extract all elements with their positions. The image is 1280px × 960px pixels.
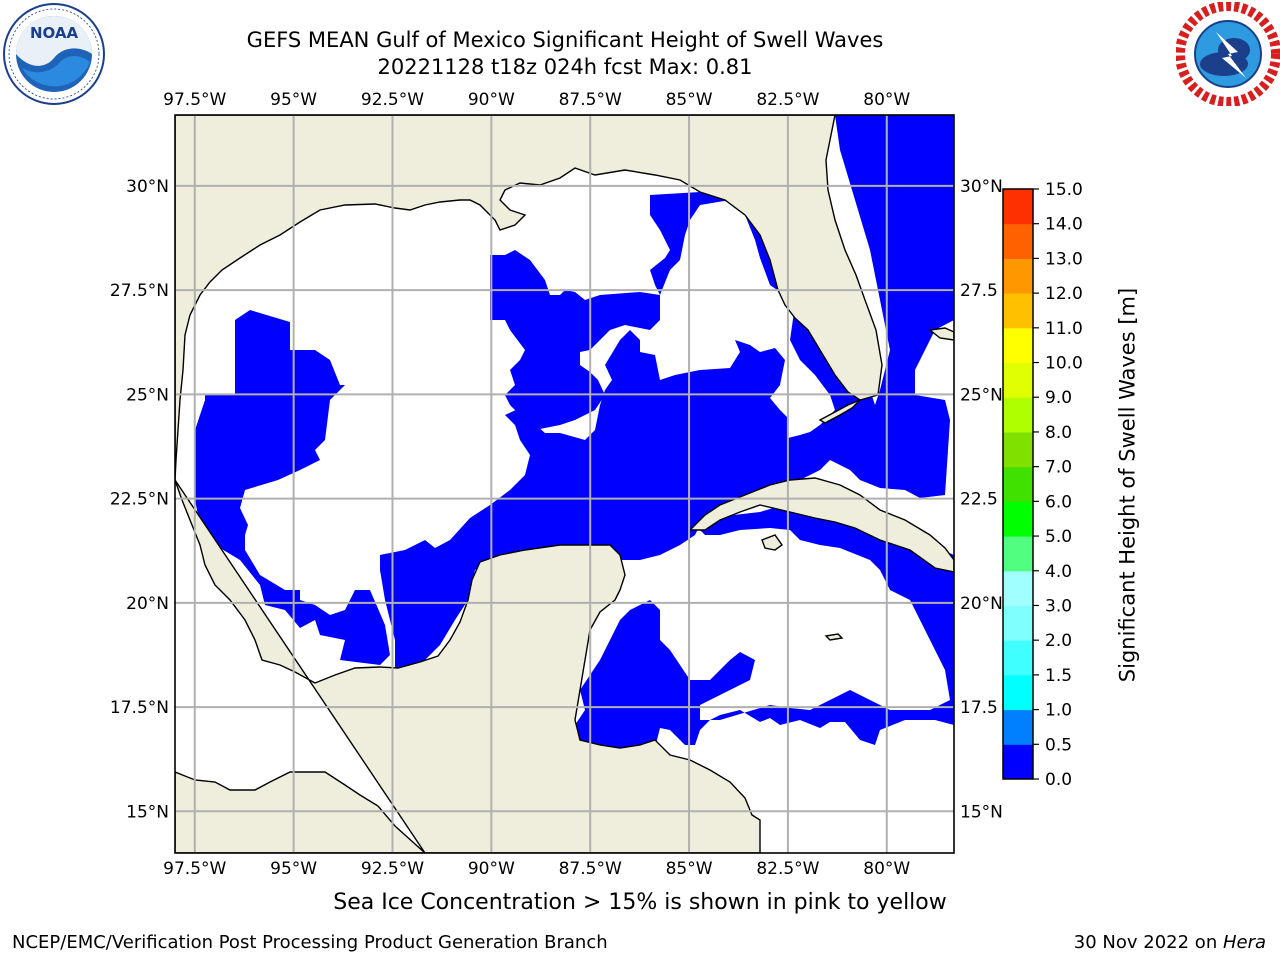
lon-labels-top: 97.5°W 95°W 92.5°W 90°W 87.5°W 85°W 82.5°W 80°W [163,90,910,110]
colorbar-tick-label-11: 4.0 [1045,562,1072,582]
land-mexico-central-america [175,479,761,853]
lon-label-top-7: 80°W [863,90,910,110]
lon-label-top-6: 82.5°W [756,90,819,110]
land-us-gulf-coast [175,115,883,481]
lon-label-bottom-7: 80°W [863,859,910,879]
lat-label-right-4: 20°N [960,594,1003,614]
colorbar-swatch-6 [1003,536,1033,572]
graticule-lines [175,115,954,853]
land-bahamas [928,327,954,341]
lon-label-bottom-4: 87.5°W [559,859,622,879]
lon-label-top-3: 90°W [468,90,515,110]
lat-label-right-2: 25°N [960,385,1003,405]
lon-label-top-1: 95°W [270,90,317,110]
colorbar-tick-label-10: 5.0 [1045,527,1072,547]
noaa-logo-icon: NOAA [3,3,105,105]
lat-label-right-3: 22.5 [960,490,998,510]
footer-date-text: 30 Nov 2022 on [1073,932,1223,953]
lon-label-bottom-6: 82.5°W [756,859,819,879]
colorbar-tick-label-12: 3.0 [1045,596,1072,616]
lon-label-bottom-0: 97.5°W [163,859,226,879]
land-cuba [688,477,954,573]
lat-label-right-5: 17.5 [960,698,998,718]
colorbar-tick-label-17: 0.0 [1045,770,1072,790]
lat-labels-left: 30°N 27.5°N 25°N 22.5°N 20°N 17.5°N 15°N [110,177,169,822]
land-jamaica [824,633,844,641]
colorbar-tick-label-3: 12.0 [1045,284,1083,304]
colorbar-tick-label-13: 2.0 [1045,631,1072,651]
colorbar-tick-label-9: 6.0 [1045,492,1072,512]
colorbar-tick-label-7: 8.0 [1045,423,1072,443]
colorbar-tick-label-0: 15.0 [1045,180,1083,200]
land-isle-of-youth [761,534,783,551]
footer-machine: Hera [1222,932,1266,953]
swell-region-central-gulf [490,250,660,430]
colorbar-swatch-13 [1003,293,1033,329]
lon-label-top-4: 87.5°W [559,90,622,110]
colorbar-swatch-12 [1003,327,1033,364]
swell-region-atlantic [830,115,954,498]
colorbar-tick-label-8: 7.0 [1045,458,1072,478]
colorbar-tick-label-1: 14.0 [1045,215,1083,235]
colorbar-swatch-2 [1003,674,1033,711]
lat-label-right-6: 15°N [960,802,1003,822]
colorbar-tick-label-15: 1.0 [1045,701,1072,721]
colorbar-swatch-10 [1003,397,1033,433]
map-subtitle: 20221128 t18z 024h fcst Max: 0.81 [377,55,753,79]
colorbar-tick-label-16: 0.5 [1045,735,1072,755]
swell-region-western-gulf [195,310,390,665]
colorbar-swatch-5 [1003,570,1033,606]
lon-label-bottom-3: 90°W [468,859,515,879]
colorbar-swatch-16 [1003,189,1033,225]
lat-label-left-3: 22.5°N [110,490,169,510]
colorbar-tick-label-4: 11.0 [1045,319,1083,339]
colorbar-tick-label-2: 13.0 [1045,249,1083,269]
colorbar-label: Significant Height of Swell Waves [m] [1115,287,1140,683]
lat-label-right-1: 27.5 [960,281,998,301]
colorbar-swatch-0 [1003,744,1033,780]
swell-region-caribbean [575,500,954,765]
colorbar-swatch-14 [1003,258,1033,294]
nws-logo-icon [1176,2,1280,106]
colorbar-swatch-1 [1003,709,1033,745]
map-title: GEFS MEAN Gulf of Mexico Significant Hei… [246,28,884,52]
lon-label-bottom-1: 95°W [270,859,317,879]
map-frame [174,114,955,854]
lat-label-left-1: 27.5°N [110,281,169,301]
colorbar-tick-label-14: 1.5 [1045,666,1072,686]
colorbar-swatch-7 [1003,501,1033,537]
colorbar-swatch-4 [1003,605,1033,641]
swell-region-bay-of-campeche [380,192,880,668]
colorbar-swatch-3 [1003,640,1033,676]
colorbar-swatch-8 [1003,466,1033,502]
land-florida-keys [818,399,861,424]
footer-credit: NCEP/EMC/Verification Post Processing Pr… [12,932,608,953]
colorbar-tick-label-6: 9.0 [1045,388,1072,408]
colorbar-swatch-11 [1003,362,1033,398]
noaa-logo-text: NOAA [30,24,79,42]
lat-label-right-0: 30°N [960,177,1003,197]
lat-label-left-4: 20°N [126,594,169,614]
colorbar-swatch-15 [1003,223,1033,259]
footer-date: 30 Nov 2022 on Hera [1074,932,1266,953]
lat-labels-right: 30°N 27.5 25°N 22.5 20°N 17.5 15°N [960,177,1003,822]
lon-label-bottom-5: 85°W [666,859,713,879]
lon-labels-bottom: 97.5°W 95°W 92.5°W 90°W 87.5°W 85°W 82.5°W 80°W [163,859,910,879]
lat-label-left-6: 15°N [126,802,169,822]
lon-label-top-0: 97.5°W [163,90,226,110]
lon-label-top-2: 92.5°W [361,90,424,110]
lat-label-left-5: 17.5°N [110,698,169,718]
swell-field-layer [195,115,954,765]
lon-label-top-5: 85°W [666,90,713,110]
lon-label-bottom-2: 92.5°W [361,859,424,879]
lat-label-left-0: 30°N [126,177,169,197]
colorbar-frame [1002,188,1034,780]
land-layer [175,115,954,853]
lat-label-left-2: 25°N [126,385,169,405]
sea-ice-caption: Sea Ice Concentration > 15% is shown in … [333,890,947,915]
colorbar: 15.0 14.0 13.0 12.0 11.0 10.0 9.0 8.0 7.0 6.0 5.0 4… [1002,180,1083,790]
colorbar-tick-label-5: 10.0 [1045,354,1083,374]
colorbar-swatch-9 [1003,431,1033,468]
